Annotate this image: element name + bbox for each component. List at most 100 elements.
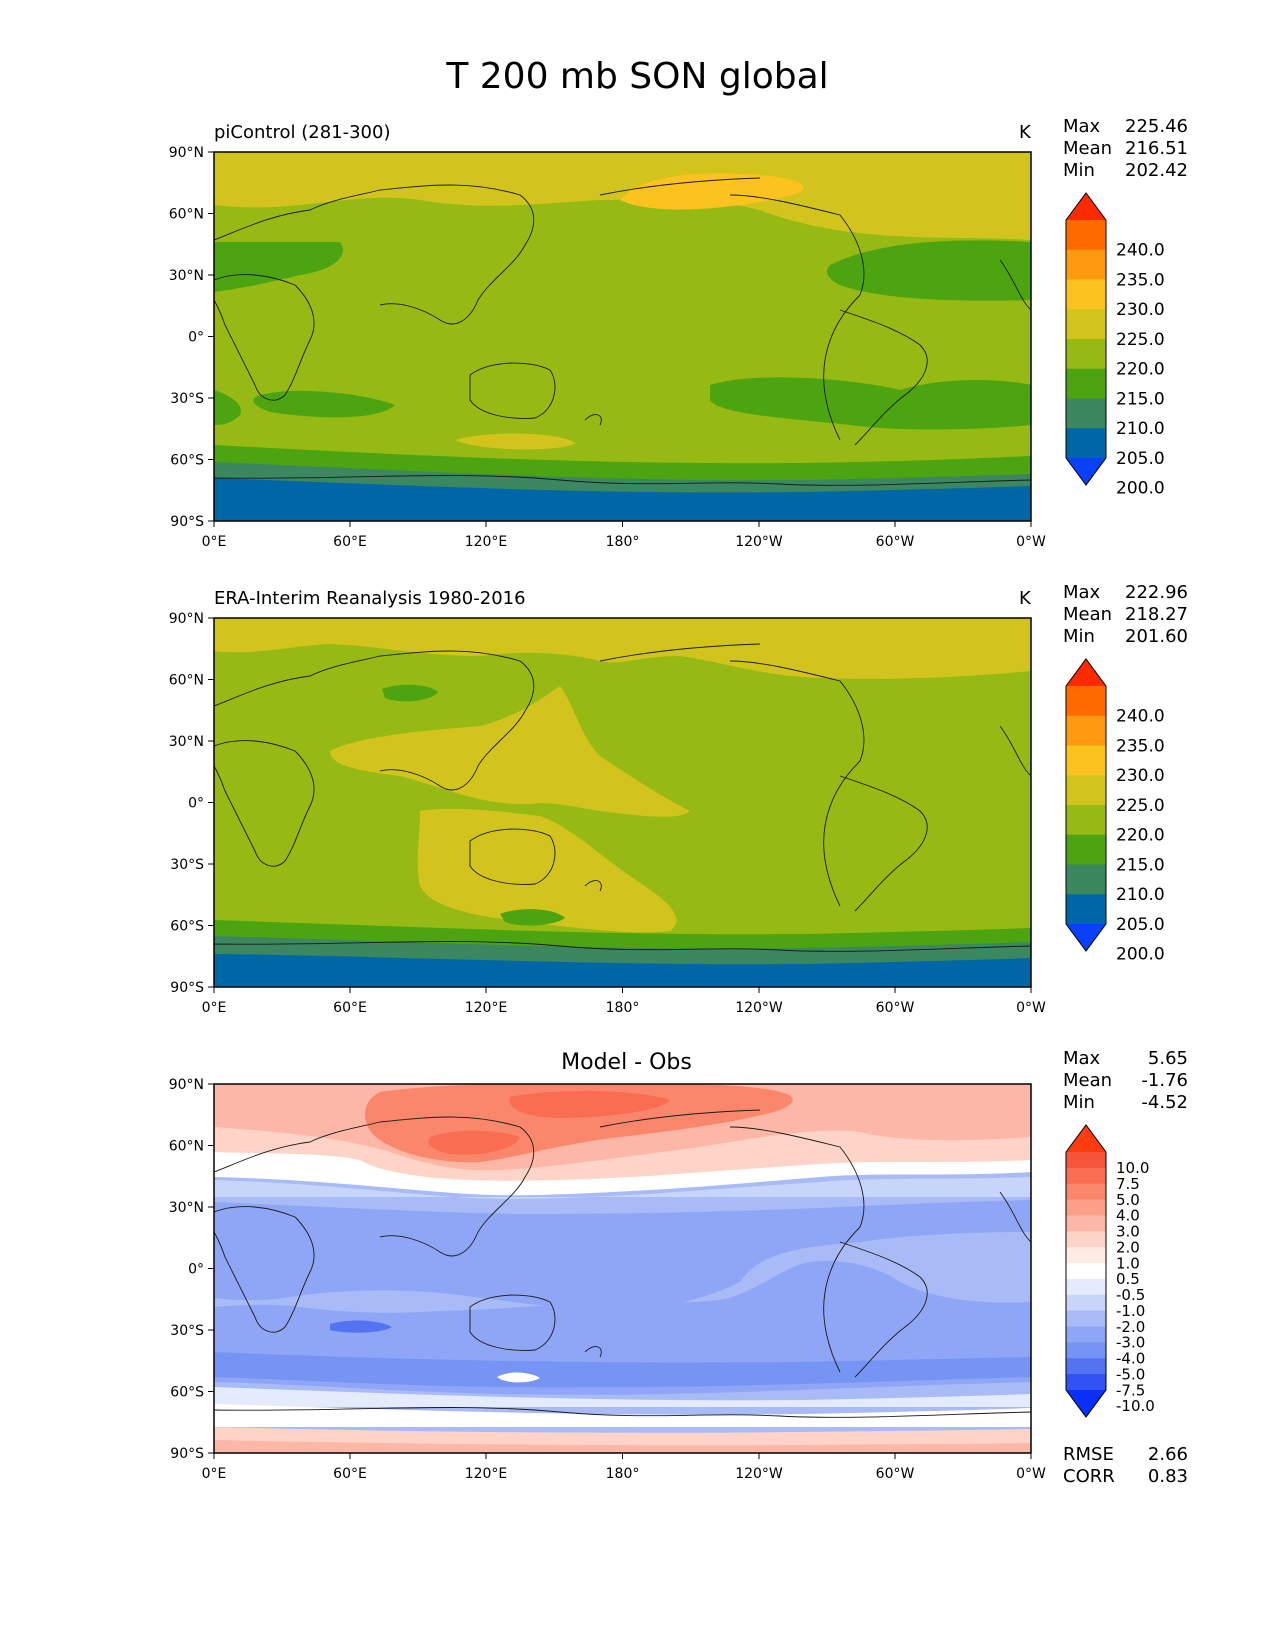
y-tick-label: 60°N	[169, 673, 204, 689]
colorbar-extend-max	[1066, 1125, 1106, 1152]
colorbar-tick-label: -3.0	[1116, 1334, 1145, 1352]
corr-value: 0.83	[1147, 1466, 1188, 1487]
figure-title: T 200 mb SON global	[446, 56, 829, 97]
x-tick-label: 120°E	[465, 1000, 508, 1016]
stat-max-value: 5.65	[1147, 1048, 1188, 1069]
y-tick-label: 30°N	[169, 268, 204, 284]
colorbar-outline	[1065, 192, 1107, 486]
panel-model-minus-obs: Model - Obs Max 5.65 Mean -1.76 Min -4.52	[0, 932, 1275, 1482]
stat-max-value: 222.96	[1125, 582, 1188, 603]
stat-max-label: Max	[1063, 582, 1101, 603]
y-tick-label: 60°N	[169, 1139, 204, 1155]
diff-footer-stats: RMSE 2.66 CORR 0.83	[1063, 1444, 1188, 1488]
colorbar-tick-label: -1.0	[1116, 1302, 1145, 1320]
y-tick-label: 60°S	[170, 919, 204, 935]
colorbar-segment	[1066, 715, 1106, 746]
colorbar-segment	[1066, 1326, 1106, 1343]
y-tick-label: 30°N	[169, 1200, 204, 1216]
coastlines	[214, 643, 1031, 952]
colorbar-segment	[1066, 775, 1106, 806]
y-axis: 90°N 60°N 30°N 0° 30°S 60°S 90°S	[169, 145, 214, 530]
colorbar-extend-min	[1066, 458, 1106, 485]
map-plot: 90°N 60°N 30°N 0° 30°S 60°S 90°S 0°E 60°…	[169, 145, 1165, 550]
x-tick-label: 180°	[606, 534, 640, 550]
colorbar-segment	[1066, 894, 1106, 925]
colorbar-segment	[1066, 686, 1106, 717]
colorbar-tick-label: -10.0	[1116, 1397, 1155, 1415]
x-tick-label: 180°	[606, 1000, 640, 1016]
panel-era-interim: ERA-Interim Reanalysis 1980-2016 K Max 22…	[0, 466, 1275, 1016]
stat-mean-label: Mean	[1063, 604, 1113, 625]
stat-mean-value: 216.51	[1125, 138, 1188, 159]
colorbar-tick-label: -2.0	[1116, 1318, 1145, 1336]
colorbar-outline	[1065, 1124, 1107, 1418]
colorbar-segment	[1066, 1358, 1106, 1375]
map-plot: 90°N 60°N 30°N 0° 30°S 60°S 90°S 0°E 60°…	[169, 611, 1165, 1016]
stat-max-label: Max	[1063, 1048, 1101, 1069]
panel-stats: Max 222.96 Mean 218.27 Min 201.60	[1063, 582, 1188, 648]
colorbar-tick-label: 225.0	[1116, 330, 1165, 350]
colorbar-tick-label: -7.5	[1116, 1381, 1145, 1399]
colorbar-extend-min	[1066, 1390, 1106, 1417]
stat-mean-value: 218.27	[1125, 604, 1188, 625]
x-tick-label: 60°W	[876, 1466, 915, 1482]
stat-min-label: Min	[1063, 626, 1095, 647]
colorbar-tick-label: 210.0	[1116, 885, 1165, 905]
colorbar-tick-label: 200.0	[1116, 945, 1165, 965]
colorbar-tick-label: 10.0	[1116, 1159, 1149, 1177]
rmse-label: RMSE	[1063, 1444, 1114, 1465]
colorbar: 10.07.55.04.03.02.01.00.5-0.5-1.0-2.0-3.…	[1065, 1124, 1155, 1418]
colorbar-segment	[1066, 805, 1106, 836]
colorbar-tick-label: 225.0	[1116, 796, 1165, 816]
x-tick-label: 120°E	[465, 1466, 508, 1482]
colorbar-segment	[1066, 1310, 1106, 1328]
coastlines	[214, 177, 1031, 486]
y-tick-label: 90°S	[170, 514, 204, 530]
x-tick-label: 0°W	[1016, 1000, 1046, 1016]
stat-max-label: Max	[1063, 116, 1101, 137]
colorbar-segment	[1066, 309, 1106, 340]
x-tick-label: 60°W	[876, 1000, 915, 1016]
y-tick-label: 30°S	[170, 391, 204, 407]
colorbar-segment	[1066, 1294, 1106, 1312]
x-tick-label: 60°E	[333, 1466, 367, 1482]
y-tick-label: 30°S	[170, 1323, 204, 1339]
colorbar-segment	[1066, 1342, 1106, 1359]
x-tick-label: 180°	[606, 1466, 640, 1482]
colorbar-segment	[1066, 1167, 1106, 1185]
y-tick-label: 90°N	[169, 145, 204, 161]
colorbar-segment	[1066, 1231, 1106, 1248]
x-tick-label: 120°W	[735, 534, 783, 550]
x-tick-label: 120°W	[735, 1000, 783, 1016]
colorbar-segment	[1066, 339, 1106, 370]
x-tick-label: 0°E	[202, 1000, 227, 1016]
colorbar-segment	[1066, 1215, 1106, 1232]
colorbar-tick-label: 205.0	[1116, 915, 1165, 935]
y-tick-label: 90°N	[169, 611, 204, 627]
stat-max-value: 225.46	[1125, 116, 1188, 137]
colorbar-segment	[1066, 398, 1106, 429]
x-axis: 0°E 60°E 120°E 180° 120°W 60°W 0°W	[202, 521, 1046, 550]
colorbar-segment	[1066, 1263, 1106, 1280]
panel-title: Model - Obs	[561, 1050, 692, 1075]
y-axis: 90°N 60°N 30°N 0° 30°S 60°S 90°S	[169, 611, 214, 996]
colorbar-tick-label: 220.0	[1116, 360, 1165, 380]
rmse-value: 2.66	[1147, 1444, 1188, 1465]
colorbar-tick-label: 215.0	[1116, 389, 1165, 409]
stat-mean-value: -1.76	[1141, 1070, 1188, 1091]
x-tick-label: 60°W	[876, 534, 915, 550]
colorbar-tick-label: 215.0	[1116, 855, 1165, 875]
colorbar-tick-label: 240.0	[1116, 707, 1165, 727]
colorbar-segment	[1066, 1183, 1106, 1201]
y-tick-label: 60°N	[169, 207, 204, 223]
colorbar-tick-label: 205.0	[1116, 449, 1165, 469]
y-tick-label: 90°S	[170, 1446, 204, 1462]
panel-title: piControl (281-300)	[214, 122, 391, 143]
colorbar-outline	[1065, 658, 1107, 952]
y-axis: 90°N 60°N 30°N 0° 30°S 60°S 90°S	[169, 1077, 214, 1462]
colorbar-tick-label: 5.0	[1116, 1191, 1140, 1209]
x-tick-label: 120°W	[735, 1466, 783, 1482]
stat-min-label: Min	[1063, 1092, 1095, 1113]
colorbar-segment	[1066, 1374, 1106, 1391]
x-tick-label: 0°W	[1016, 534, 1046, 550]
